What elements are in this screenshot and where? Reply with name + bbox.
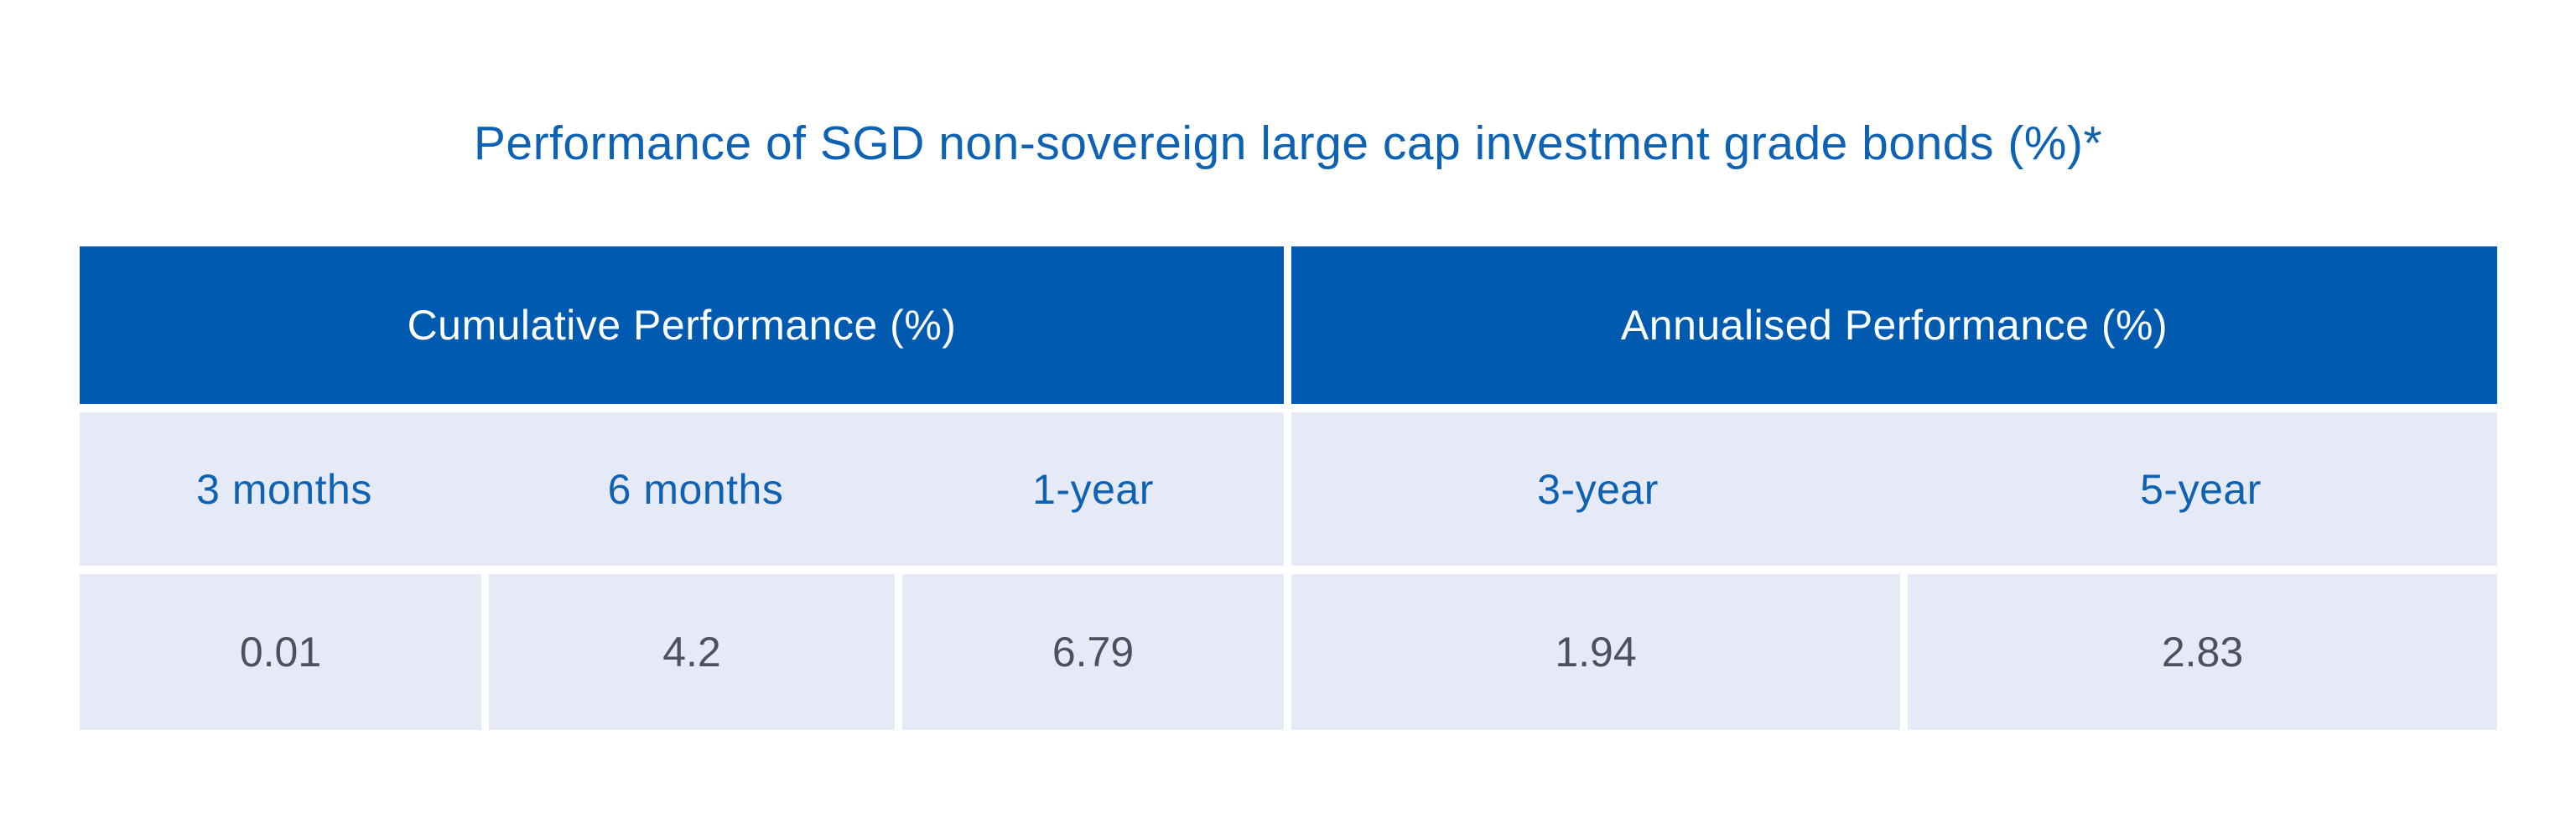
cumulative-column-headers: 3 months 6 months 1-year (80, 412, 1284, 566)
column-header-5-year: 5-year (1904, 412, 2497, 566)
group-header-row: Cumulative Performance (%) Annualised Pe… (80, 246, 2497, 404)
value-3-months: 0.01 (80, 574, 481, 730)
column-header-6-months: 6 months (489, 412, 902, 566)
annualised-column-headers: 3-year 5-year (1291, 412, 2497, 566)
value-5-year: 2.83 (1908, 574, 2497, 730)
column-header-3-year: 3-year (1291, 412, 1904, 566)
group-header-cumulative: Cumulative Performance (%) (80, 246, 1284, 404)
page-title: Performance of SGD non-sovereign large c… (473, 116, 2103, 170)
value-3-year: 1.94 (1291, 574, 1900, 730)
value-1-year: 6.79 (902, 574, 1284, 730)
column-header-3-months: 3 months (80, 412, 489, 566)
value-6-months: 4.2 (489, 574, 895, 730)
column-header-row: 3 months 6 months 1-year 3-year 5-year (80, 412, 2497, 566)
annualised-values: 1.94 2.83 (1291, 574, 2497, 730)
group-header-annualised: Annualised Performance (%) (1291, 246, 2497, 404)
performance-table: Cumulative Performance (%) Annualised Pe… (80, 246, 2497, 730)
cumulative-values: 0.01 4.2 6.79 (80, 574, 1284, 730)
value-row: 0.01 4.2 6.79 1.94 2.83 (80, 574, 2497, 730)
column-header-1-year: 1-year (902, 412, 1284, 566)
